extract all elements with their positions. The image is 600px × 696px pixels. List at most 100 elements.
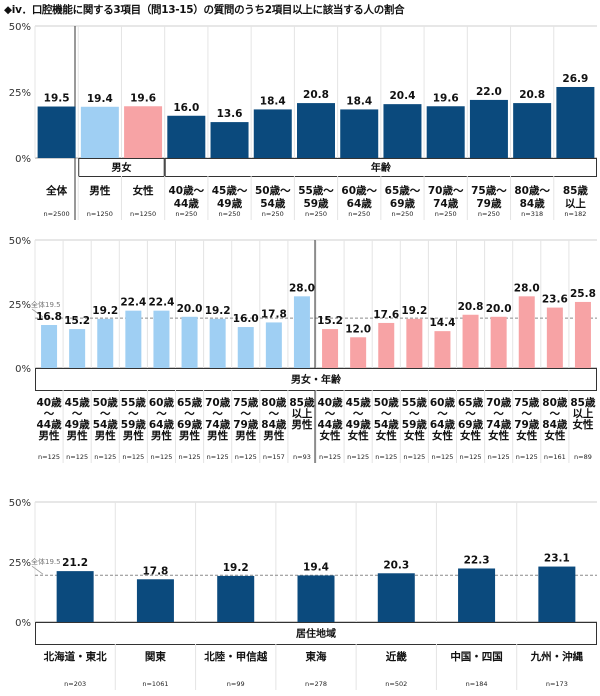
chart-region: 0% 25% 50% 全体19.5 21.2 17.8 19.2 19.4 20.3 22.3 23… [9,498,597,690]
category-label: 64歳 [347,197,373,210]
category-label: 54歳 [93,418,119,431]
sample-size-label: n=184 [466,680,488,688]
category-label: 60歳 [149,396,175,409]
sample-size-label: n=182 [564,210,586,218]
bar [556,86,595,158]
sample-size-label: n=250 [435,210,457,218]
category-label: 74歳 [486,418,512,431]
category-label: 北陸・甲信越 [204,650,267,663]
bar [209,318,226,368]
chart-overall-gender-age: 0% 25% 50% 19.5 19.4 19.6 16.0 13.6 18.4 20.8 18.4… [9,22,597,220]
category-label: 男性 [89,184,110,197]
category-label: 64歳 [149,418,175,431]
category-label: ～ [409,408,420,420]
category-label: 44歳 [36,418,62,431]
sample-size-label: n=89 [574,453,592,461]
bar [136,579,174,622]
sample-size-label: n=125 [488,453,510,461]
category-label: 74歳 [205,418,231,431]
category-label: 女性 [376,429,397,442]
data-label: 19.2 [205,305,231,317]
category-label: 以上 [291,407,312,420]
group-label: 男女 [111,161,131,174]
sample-size-label: n=125 [122,453,144,461]
y-tick-label: 50% [9,22,31,33]
category-label: ～ [44,408,55,420]
category-label: 男性 [263,429,284,442]
category-label: 女性 [348,429,369,442]
y-tick-label: 25% [9,558,31,569]
category-label: 男性 [179,429,200,442]
category-label: 59歳 [303,197,329,210]
data-label: 13.6 [217,108,243,120]
sample-size-label: n=318 [521,210,543,218]
category-label: 45歳 [346,396,372,409]
category-label: 60歳～ [341,184,377,197]
sample-size-label: n=250 [305,210,327,218]
category-label: 70歳 [205,396,231,409]
bar [462,314,479,368]
sample-size-label: n=125 [319,453,341,461]
average-label-leader [31,308,44,318]
data-label: 22.4 [148,297,174,309]
group-label: 年齢 [371,161,392,174]
sample-size-label: n=125 [347,453,369,461]
category-label: 65歳 [458,396,484,409]
bar [340,109,379,158]
sample-size-label: n=125 [235,453,257,461]
category-label: 45歳～ [212,184,248,197]
category-label: 60歳 [430,396,456,409]
category-label: 男性 [235,429,256,442]
bar [513,103,552,158]
category-label: 女性 [404,429,425,442]
sample-size-label: n=250 [348,210,370,218]
data-label: 19.2 [92,305,118,317]
category-label: 75歳～ [471,184,507,197]
category-label: 49歳 [346,418,372,431]
category-label: 64歳 [430,418,456,431]
category-label: ～ [493,408,504,420]
bar [434,331,451,368]
category-label: 44歳 [317,418,343,431]
category-label: 44歳 [174,197,200,210]
data-label: 26.9 [562,73,588,85]
data-label: 16.8 [36,311,62,323]
bar [97,318,114,368]
category-label: 84歳 [520,197,546,210]
category-label: 69歳 [390,197,416,210]
bar [458,568,496,622]
data-label: 19.4 [303,561,329,573]
category-label: 全体 [45,184,67,197]
category-label: 男性 [123,429,144,442]
category-label: 男性 [151,429,172,442]
category-label: ～ [269,408,280,420]
category-label: 70歳～ [428,184,464,197]
bar [322,329,339,368]
page-title: ◆iv．口腔機能に関する3項目（問13-15）の質問のうち2項目以上に該当する人… [4,4,405,16]
category-label: 69歳 [458,418,484,431]
category-label: ～ [465,408,476,420]
y-tick-label: 50% [9,498,31,509]
category-label: ～ [128,408,139,420]
data-label: 19.6 [130,92,156,104]
sample-size-label: n=125 [403,453,425,461]
data-label: 17.8 [261,308,287,320]
category-label: 85歳 [289,396,315,409]
category-label: 55歳 [121,396,147,409]
category-label: 女性 [516,429,537,442]
bar [426,106,465,158]
category-label: ～ [437,408,448,420]
sample-size-label: n=125 [516,453,538,461]
bar [125,310,142,368]
data-label: 19.5 [44,93,70,105]
category-label: 80歳 [261,396,287,409]
category-label: 84歳 [542,418,568,431]
data-label: 20.4 [390,90,416,102]
data-label: 20.3 [383,559,409,571]
category-label: 50歳 [93,396,119,409]
sample-size-label: n=125 [431,453,453,461]
category-label: 女性 [133,184,154,197]
category-label: 九州・沖縄 [530,650,584,663]
sample-size-label: n=125 [460,453,482,461]
data-label: 20.8 [519,89,545,101]
